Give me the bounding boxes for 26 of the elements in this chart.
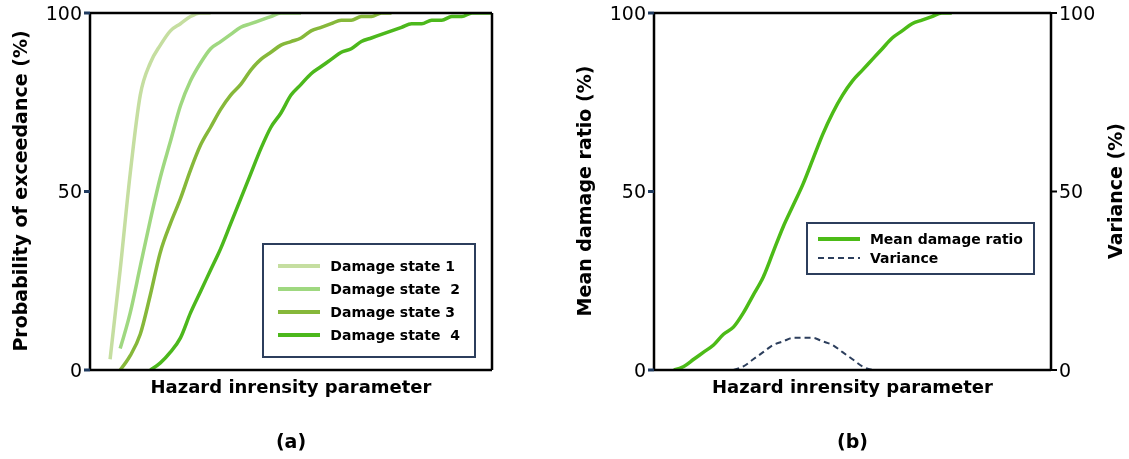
text: (a) — [274, 430, 308, 452]
x-axis-title: Hazard inrensity parameter — [149, 376, 433, 397]
y2-tick-label: 0 — [1059, 358, 1072, 381]
y-axis-title: Mean damage ratio (%) — [573, 65, 595, 317]
y2-axis-title: Variance (%) — [1104, 123, 1126, 259]
text: (b) — [836, 430, 869, 452]
line-series — [732, 336, 874, 370]
legend-label: Damage state 1 — [330, 258, 456, 274]
y2-tick-label: 100 — [1059, 1, 1096, 24]
y-axis-title: Probability of exceedance (%) — [9, 30, 31, 352]
legend-label: Damage state 2 — [330, 281, 460, 297]
x-axis-title: Hazard inrensity parameter — [711, 376, 994, 397]
legend-label: Damage state 3 — [330, 304, 456, 320]
y-tick-label: 50 — [57, 180, 82, 203]
y-tick-label: 0 — [633, 358, 646, 381]
line-series — [108, 13, 213, 362]
y-tick-label: 100 — [45, 1, 82, 24]
line-series — [118, 13, 394, 370]
y-tick-label: 0 — [69, 358, 82, 381]
y-tick-label: 50 — [621, 180, 646, 203]
legend-label: Variance — [869, 250, 939, 266]
y-tick-label: 100 — [609, 1, 646, 24]
y2-tick-label: 50 — [1059, 180, 1084, 203]
legend-label: Damage state 4 — [330, 327, 460, 343]
line-series — [118, 13, 303, 351]
legend-label: Mean damage ratio — [869, 231, 1023, 247]
